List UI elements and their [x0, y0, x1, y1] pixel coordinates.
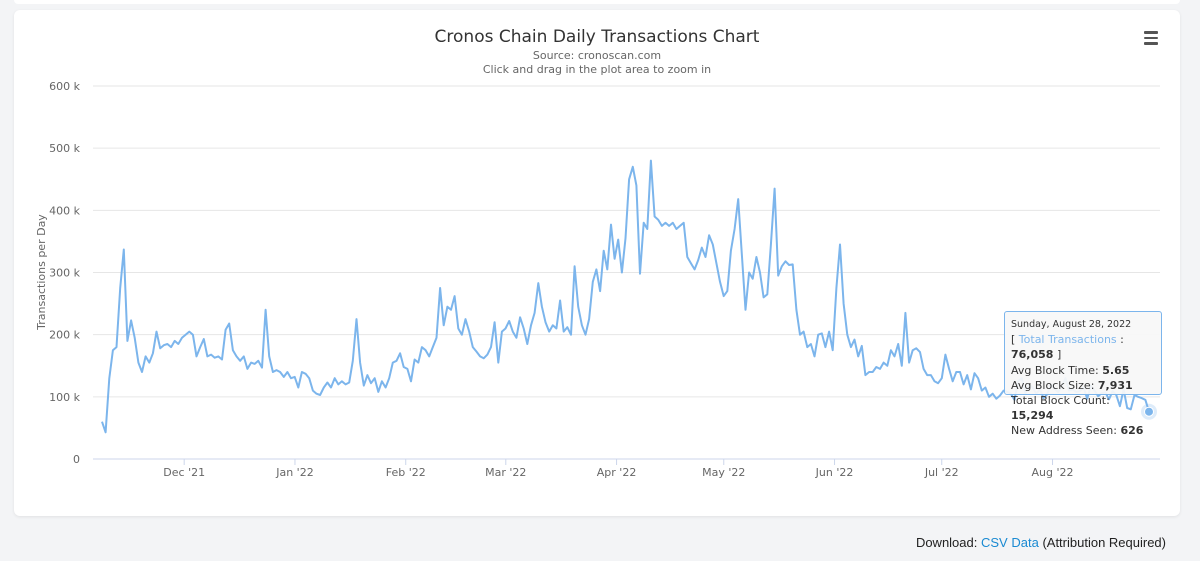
hamburger-menu-icon	[1144, 31, 1158, 34]
x-tick-label: Jul '22	[924, 466, 959, 479]
y-tick-label: 0	[73, 453, 80, 466]
chart-menu-button[interactable]	[1140, 28, 1162, 48]
download-label: Download:	[915, 535, 978, 550]
y-axis-label: Transactions per Day	[35, 214, 48, 331]
hover-point-marker[interactable]	[1144, 406, 1154, 417]
tooltip-total-block-count: Total Block Count: 15,294	[1011, 394, 1110, 423]
chart-tooltip: Sunday, August 28, 2022 [ Total Transact…	[1004, 311, 1162, 437]
chart-title: Cronos Chain Daily Transactions Chart	[435, 27, 760, 47]
attribution-note: (Attribution Required)	[1042, 535, 1166, 550]
x-tick-label: Jan '22	[275, 466, 313, 479]
tooltip-series-label: Total Transactions	[1018, 333, 1117, 347]
series-line-total-transactions[interactable]	[101, 159, 1150, 434]
top-card-edge	[14, 0, 1180, 4]
chart-subtitle: Source: cronoscan.com	[533, 49, 661, 62]
y-tick-label: 600 k	[49, 80, 80, 93]
x-tick-label: Aug '22	[1032, 466, 1074, 479]
tooltip-avg-block-time: Avg Block Time: 5.65	[1011, 363, 1130, 377]
download-footer: Download: CSV Data (Attribution Required…	[916, 535, 1166, 550]
x-tick-label: Dec '21	[163, 466, 205, 479]
x-tick-label: Jun '22	[815, 466, 854, 479]
tooltip-total-row: [ Total Transactions : 76,058 ]	[1011, 333, 1124, 362]
csv-data-link[interactable]: CSV Data	[981, 535, 1039, 550]
tooltip-avg-block-size: Avg Block Size: 7,931	[1011, 378, 1133, 392]
x-tick-label: Feb '22	[386, 466, 426, 479]
tooltip-date: Sunday, August 28, 2022	[1011, 319, 1132, 330]
y-tick-label: 300 k	[49, 267, 80, 280]
x-tick-label: Apr '22	[597, 466, 637, 479]
x-tick-label: Mar '22	[485, 466, 526, 479]
tooltip-total-value: 76,058	[1011, 348, 1054, 362]
y-tick-label: 100 k	[49, 391, 80, 404]
y-tick-label: 200 k	[49, 329, 80, 342]
y-tick-label: 500 k	[49, 142, 80, 155]
x-tick-label: May '22	[702, 466, 745, 479]
chart-card	[14, 10, 1180, 516]
tooltip-new-address: New Address Seen: 626	[1011, 424, 1144, 438]
y-tick-label: 400 k	[49, 204, 80, 217]
zoom-hint: Click and drag in the plot area to zoom …	[483, 63, 711, 76]
